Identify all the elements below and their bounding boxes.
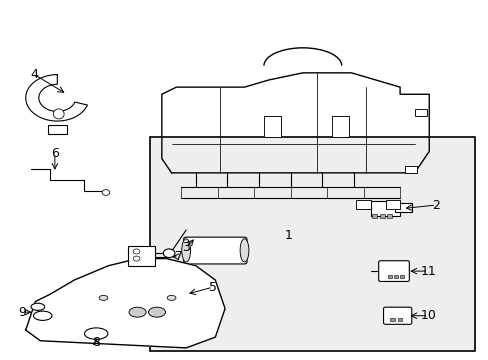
Bar (387, 275, 391, 278)
Text: 6: 6 (51, 147, 59, 160)
Bar (331, 116, 348, 137)
Polygon shape (26, 75, 87, 121)
Bar (385, 200, 399, 208)
Bar (389, 318, 394, 321)
Ellipse shape (129, 307, 146, 317)
Ellipse shape (148, 307, 165, 317)
Text: 4: 4 (30, 68, 39, 81)
Bar (149, 137, 474, 351)
Bar (414, 109, 426, 116)
Circle shape (163, 249, 175, 257)
Ellipse shape (99, 296, 108, 300)
Polygon shape (26, 258, 224, 348)
Text: 2: 2 (432, 198, 440, 212)
Ellipse shape (33, 311, 52, 320)
Text: 3: 3 (182, 241, 190, 255)
Circle shape (133, 256, 140, 261)
FancyBboxPatch shape (183, 237, 246, 264)
Bar (371, 214, 376, 217)
Bar (386, 214, 391, 217)
Text: 11: 11 (420, 265, 435, 278)
Text: 9: 9 (18, 306, 26, 319)
Ellipse shape (240, 239, 248, 262)
Ellipse shape (167, 296, 176, 300)
FancyBboxPatch shape (383, 307, 411, 324)
Bar (394, 203, 411, 212)
Bar (356, 200, 370, 208)
Text: 7: 7 (175, 250, 183, 263)
Text: 10: 10 (420, 309, 435, 322)
Bar (127, 246, 154, 266)
Bar (399, 275, 403, 278)
Ellipse shape (31, 303, 44, 310)
Bar (393, 275, 397, 278)
Text: 5: 5 (208, 281, 217, 294)
Circle shape (102, 190, 110, 195)
Text: 8: 8 (92, 336, 100, 349)
Bar (370, 202, 399, 216)
Text: 1: 1 (284, 229, 292, 242)
Circle shape (133, 249, 140, 254)
Ellipse shape (84, 328, 108, 339)
FancyBboxPatch shape (378, 261, 408, 282)
Bar (397, 318, 401, 321)
Bar (264, 116, 281, 137)
Bar (379, 214, 384, 217)
Ellipse shape (182, 239, 190, 262)
Bar (404, 166, 416, 173)
Bar (47, 125, 67, 134)
Ellipse shape (53, 109, 64, 119)
